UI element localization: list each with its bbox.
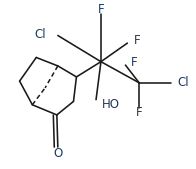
Text: F: F (131, 56, 138, 69)
Text: F: F (134, 34, 141, 47)
Text: HO: HO (102, 98, 120, 111)
Text: F: F (136, 106, 142, 119)
Text: O: O (53, 147, 63, 160)
Text: Cl: Cl (177, 76, 189, 89)
Text: F: F (98, 3, 104, 16)
Text: Cl: Cl (34, 28, 46, 41)
